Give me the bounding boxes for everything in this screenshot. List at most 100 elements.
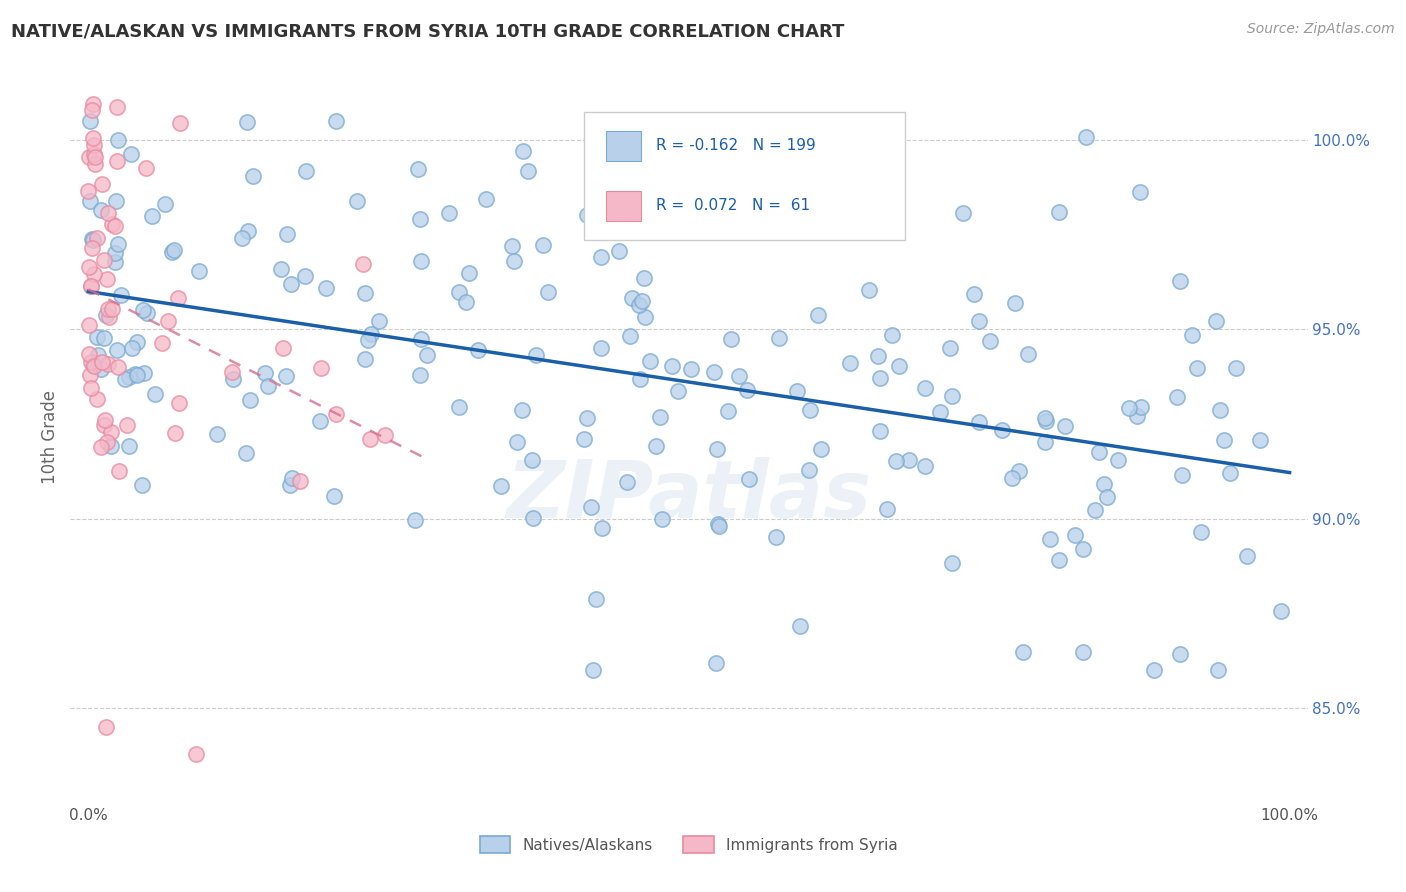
Point	[105, 194, 128, 208]
Point	[295, 164, 318, 178]
Point	[97, 357, 120, 371]
Point	[512, 144, 534, 158]
Point	[104, 255, 127, 269]
Point	[404, 513, 426, 527]
Point	[1270, 604, 1292, 618]
Point	[1129, 186, 1152, 200]
Point	[506, 434, 529, 449]
Point	[1047, 204, 1070, 219]
Point	[537, 285, 560, 300]
Point	[359, 432, 381, 446]
Point	[79, 113, 101, 128]
Point	[105, 153, 128, 168]
Point	[91, 177, 114, 191]
Point	[703, 365, 725, 379]
Point	[579, 500, 602, 515]
Point	[80, 241, 103, 255]
Point	[1074, 130, 1097, 145]
Point	[797, 463, 820, 477]
Point	[280, 478, 302, 492]
Point	[90, 440, 112, 454]
Point	[941, 556, 963, 570]
Point	[449, 400, 471, 414]
Point	[1130, 400, 1153, 414]
Point	[153, 197, 176, 211]
Point	[575, 208, 598, 222]
Point	[510, 402, 533, 417]
Point	[93, 331, 115, 345]
Point	[1185, 360, 1208, 375]
Point	[276, 369, 298, 384]
Point	[235, 446, 257, 460]
Point	[132, 302, 155, 317]
Point	[591, 341, 613, 355]
Point	[80, 279, 103, 293]
Point	[1236, 549, 1258, 563]
Point	[276, 227, 298, 242]
Point	[121, 341, 143, 355]
Point	[720, 333, 742, 347]
Point	[1008, 464, 1031, 478]
Point	[411, 253, 433, 268]
Point	[93, 413, 115, 427]
Point	[1208, 402, 1230, 417]
Point	[82, 97, 104, 112]
Point	[648, 409, 671, 424]
FancyBboxPatch shape	[606, 191, 641, 221]
Point	[409, 368, 432, 383]
Point	[156, 314, 179, 328]
Point	[90, 202, 112, 217]
Point	[325, 408, 347, 422]
Point	[991, 423, 1014, 437]
Point	[503, 254, 526, 268]
Point	[799, 402, 821, 417]
Point	[374, 428, 396, 442]
Point	[96, 434, 118, 449]
Point	[77, 347, 100, 361]
Point	[107, 133, 129, 147]
Point	[810, 442, 832, 456]
Point	[1171, 467, 1194, 482]
Point	[80, 279, 103, 293]
Point	[231, 231, 253, 245]
Point	[887, 359, 910, 373]
Point	[280, 277, 302, 291]
Point	[619, 329, 641, 343]
Point	[406, 162, 429, 177]
Point	[134, 366, 156, 380]
Point	[352, 257, 374, 271]
Point	[582, 663, 605, 677]
Point	[1012, 645, 1035, 659]
Point	[118, 439, 141, 453]
Point	[717, 404, 740, 418]
Point	[105, 100, 128, 114]
Point	[127, 334, 149, 349]
Point	[589, 250, 612, 264]
Point	[131, 478, 153, 492]
Point	[143, 386, 166, 401]
Point	[941, 389, 963, 403]
Text: R = -0.162   N = 199: R = -0.162 N = 199	[655, 138, 815, 153]
Point	[735, 383, 758, 397]
Point	[97, 206, 120, 220]
Point	[727, 369, 749, 384]
Point	[110, 287, 132, 301]
Point	[82, 233, 104, 247]
Point	[105, 343, 128, 357]
Point	[929, 405, 952, 419]
Point	[789, 618, 811, 632]
Point	[104, 219, 127, 233]
Point	[86, 392, 108, 406]
Point	[409, 211, 432, 226]
Point	[87, 348, 110, 362]
Point	[188, 264, 211, 278]
Point	[1125, 409, 1147, 423]
Point	[458, 266, 481, 280]
Point	[1088, 444, 1111, 458]
Point	[97, 301, 120, 316]
Point	[167, 396, 190, 410]
Point	[115, 418, 138, 433]
Point	[765, 530, 787, 544]
Point	[169, 116, 191, 130]
Point	[270, 262, 292, 277]
